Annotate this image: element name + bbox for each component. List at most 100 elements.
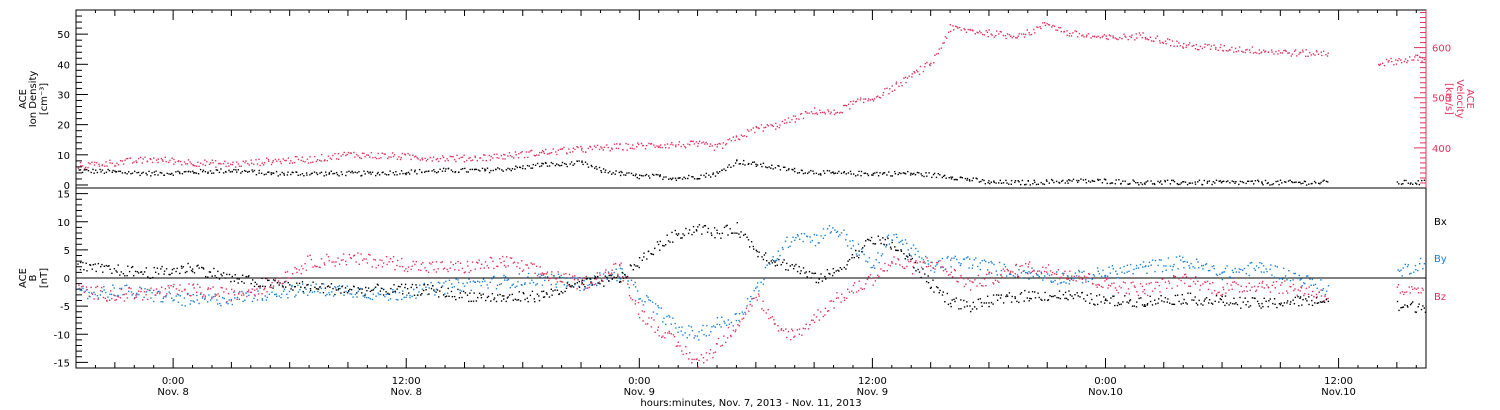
by-point bbox=[1172, 265, 1174, 268]
density-point bbox=[838, 170, 840, 173]
velocity-point bbox=[294, 161, 296, 164]
by-point bbox=[969, 258, 971, 260]
bz-point bbox=[257, 293, 260, 295]
bx-point bbox=[422, 289, 425, 292]
density-point bbox=[252, 171, 254, 173]
density-point bbox=[699, 178, 701, 180]
bx-point bbox=[865, 240, 867, 242]
velocity-point bbox=[1290, 55, 1292, 57]
velocity-point bbox=[728, 138, 731, 140]
bx-point bbox=[1000, 294, 1002, 296]
velocity-point bbox=[704, 143, 706, 145]
by-point bbox=[1123, 272, 1126, 274]
bz-point bbox=[631, 299, 634, 301]
bx-point bbox=[937, 287, 939, 289]
bz-point bbox=[175, 288, 178, 290]
velocity-point bbox=[867, 100, 869, 102]
bz-point bbox=[735, 329, 737, 331]
bz-point bbox=[843, 299, 846, 301]
by-point bbox=[403, 296, 405, 299]
velocity-point bbox=[649, 143, 652, 145]
bz-point bbox=[1261, 282, 1263, 284]
bx-point bbox=[169, 273, 171, 276]
velocity-point bbox=[1406, 61, 1408, 64]
bx-point bbox=[972, 301, 974, 304]
by-point bbox=[516, 285, 518, 287]
density-point bbox=[452, 170, 454, 173]
bz-point bbox=[745, 307, 748, 309]
density-point bbox=[516, 166, 518, 169]
bz-point bbox=[939, 260, 941, 262]
density-point bbox=[1118, 179, 1120, 181]
velocity-point bbox=[580, 145, 582, 148]
bx-point bbox=[1047, 299, 1049, 302]
by-point bbox=[605, 276, 607, 279]
by-point bbox=[639, 298, 641, 300]
velocity-point bbox=[640, 142, 643, 145]
bz-point bbox=[965, 283, 967, 285]
bz-point bbox=[837, 297, 839, 299]
by-point bbox=[1177, 268, 1179, 270]
density-point bbox=[1010, 183, 1012, 185]
bx-point bbox=[714, 237, 716, 239]
density-point bbox=[136, 172, 138, 174]
density-point bbox=[578, 160, 580, 162]
bx-point bbox=[1283, 302, 1286, 304]
bx-point bbox=[453, 295, 456, 298]
bz-point bbox=[647, 323, 649, 325]
velocity-point bbox=[940, 47, 943, 49]
density-point bbox=[371, 171, 374, 173]
bz-point bbox=[1071, 275, 1073, 277]
bz-point bbox=[1183, 273, 1186, 276]
bz-point bbox=[1202, 283, 1204, 285]
by-point bbox=[107, 296, 109, 298]
density-point bbox=[225, 171, 227, 173]
bz-point bbox=[1062, 274, 1065, 276]
by-point bbox=[1417, 269, 1419, 272]
by-point bbox=[712, 325, 715, 327]
velocity-point bbox=[888, 93, 890, 95]
bx-point bbox=[729, 228, 731, 230]
bz-point bbox=[1006, 268, 1008, 271]
bz-point bbox=[342, 259, 344, 261]
velocity-point bbox=[482, 159, 484, 162]
density-point bbox=[615, 170, 617, 172]
bz-point bbox=[291, 273, 294, 275]
density-point bbox=[858, 170, 860, 173]
by-point bbox=[1078, 269, 1080, 272]
velocity-point bbox=[1013, 35, 1015, 38]
by-point bbox=[413, 288, 415, 291]
velocity-point bbox=[455, 160, 457, 163]
by-point bbox=[538, 273, 540, 275]
bz-point bbox=[957, 281, 959, 283]
density-point bbox=[855, 175, 857, 177]
by-point bbox=[693, 337, 695, 339]
velocity-point bbox=[850, 101, 852, 103]
bz-point bbox=[450, 261, 452, 263]
bz-point bbox=[869, 274, 872, 276]
velocity-point bbox=[1234, 47, 1237, 50]
bz-point bbox=[298, 269, 300, 271]
bz-point bbox=[625, 276, 627, 278]
velocity-point bbox=[830, 111, 832, 113]
by-point bbox=[532, 281, 535, 284]
velocity-point bbox=[93, 164, 96, 166]
bx-point bbox=[1074, 294, 1076, 296]
velocity-point bbox=[1305, 49, 1307, 51]
density-point bbox=[1166, 179, 1169, 181]
density-point bbox=[778, 165, 780, 167]
density-point bbox=[556, 163, 558, 165]
density-point bbox=[1402, 183, 1404, 185]
density-point bbox=[897, 173, 899, 176]
bx-point bbox=[124, 275, 126, 277]
bz-point bbox=[897, 259, 900, 261]
by-point bbox=[596, 284, 598, 287]
density-point bbox=[153, 171, 155, 173]
velocity-point bbox=[1017, 35, 1019, 37]
bz-point bbox=[653, 319, 655, 321]
bx-point bbox=[184, 271, 187, 274]
bz-point bbox=[1415, 288, 1418, 290]
density-point bbox=[364, 173, 366, 175]
velocity-point bbox=[919, 65, 922, 68]
by-point bbox=[1078, 271, 1081, 273]
